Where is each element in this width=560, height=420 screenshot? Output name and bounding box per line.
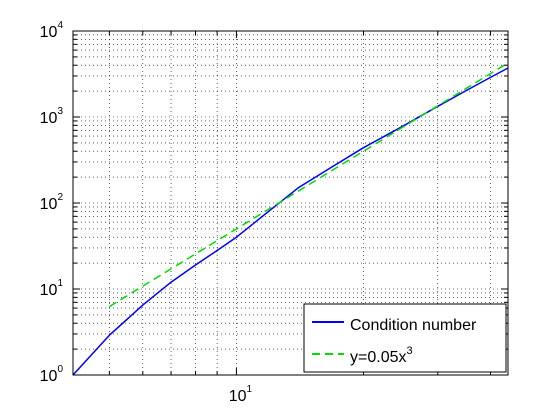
- y-tick-label-base: 10: [40, 110, 58, 127]
- series-layer: [72, 62, 509, 376]
- y-tick-label-exponent: 1: [57, 278, 63, 289]
- y-tick-label-base: 10: [40, 196, 58, 213]
- series-line-fit: [109, 62, 509, 308]
- series-line-condition-number: [72, 67, 509, 376]
- y-tick-label-exponent: 3: [57, 106, 63, 117]
- y-tick-label-exponent: 2: [57, 192, 63, 203]
- x-tick-label-exponent: 1: [247, 384, 253, 395]
- y-tick-label: 101: [40, 278, 64, 299]
- y-tick-label-exponent: 4: [57, 20, 63, 31]
- y-tick-label-base: 10: [40, 282, 58, 299]
- legend: Condition number y=0.05x3: [303, 303, 507, 373]
- legend-label-condition-number: Condition number: [350, 317, 477, 334]
- y-tick-label: 100: [40, 364, 64, 385]
- y-tick-label-exponent: 0: [57, 364, 63, 375]
- y-tick-label-base: 10: [40, 368, 58, 385]
- y-tick-label: 104: [40, 20, 64, 41]
- legend-label-fit: y=0.05x3: [350, 345, 413, 366]
- x-tick-label: 101: [229, 384, 253, 405]
- legend-label-fit-text: y=0.05x: [350, 349, 406, 366]
- y-tick-label: 102: [40, 192, 64, 213]
- grid-lines: [73, 31, 508, 375]
- y-tick-label-base: 10: [40, 24, 58, 41]
- y-tick-label: 103: [40, 106, 64, 127]
- legend-label-fit-superscript: 3: [406, 345, 412, 357]
- x-tick-label-base: 10: [229, 388, 247, 405]
- legend-box: [303, 303, 507, 373]
